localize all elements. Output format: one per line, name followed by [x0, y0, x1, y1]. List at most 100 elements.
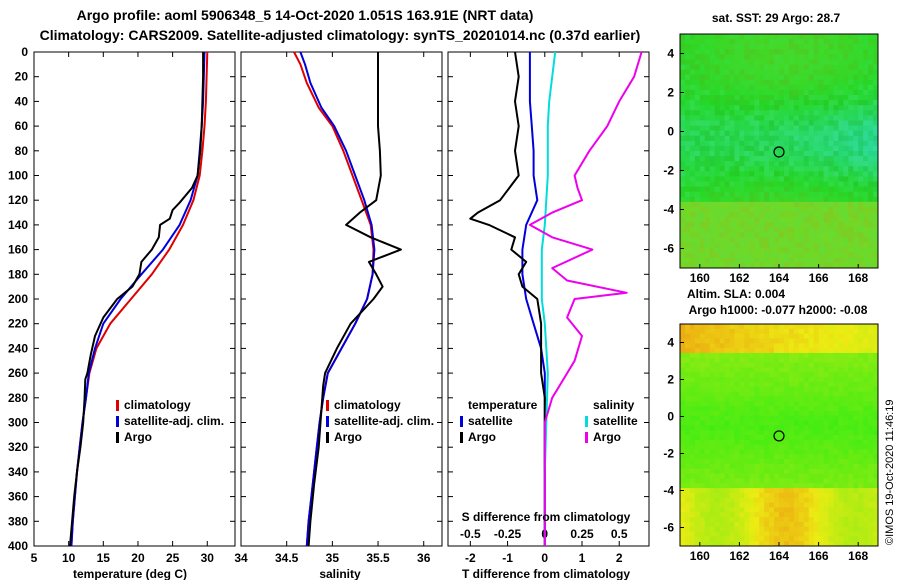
heatmap-cell	[833, 343, 839, 349]
heatmap-cell	[828, 166, 834, 172]
heatmap-cell	[818, 425, 824, 431]
heatmap-cell	[803, 186, 810, 193]
heatmap-cell	[833, 247, 839, 254]
heatmap-cell	[704, 191, 711, 198]
heatmap-cell	[793, 262, 800, 269]
heatmap-cell	[843, 391, 849, 397]
heatmap-cell	[774, 488, 780, 494]
heatmap-cell	[759, 391, 765, 397]
heatmap-cell	[818, 49, 824, 55]
heatmap-cell	[808, 95, 815, 101]
heatmap-cell	[853, 463, 859, 470]
heatmap-cell	[684, 357, 691, 364]
heatmap-cell	[769, 222, 775, 228]
heatmap-cell	[848, 222, 854, 228]
heatmap-cell	[744, 161, 750, 167]
heatmap-cell	[803, 367, 810, 373]
heatmap-cell	[828, 406, 834, 412]
heatmap-cell	[838, 512, 844, 518]
heatmap-cell	[788, 105, 795, 111]
heatmap-cell	[798, 44, 805, 50]
heatmap-cell	[774, 125, 780, 132]
heatmap-cell	[808, 44, 815, 50]
heatmap-cell	[739, 115, 745, 121]
heatmap-cell	[848, 541, 854, 547]
heatmap-cell	[833, 115, 839, 121]
heatmap-cell	[793, 454, 800, 460]
heatmap-cell	[848, 120, 854, 126]
heatmap-cell	[868, 357, 874, 364]
heatmap-cell	[764, 328, 770, 335]
heatmap-cell	[699, 521, 706, 528]
heatmap-cell	[808, 377, 815, 383]
heatmap-cell	[694, 492, 701, 499]
heatmap-cell	[680, 130, 686, 137]
heatmap-cell	[709, 372, 716, 378]
heatmap-cell	[729, 381, 735, 388]
heatmap-cell	[848, 328, 854, 335]
heatmap-cell	[838, 459, 844, 465]
heatmap-cell	[823, 100, 829, 106]
heatmap-cell	[749, 156, 755, 162]
heatmap-cell	[739, 212, 745, 218]
heatmap-cell	[739, 257, 745, 264]
heatmap-cell	[689, 110, 696, 116]
heatmap-cell	[858, 386, 864, 392]
heatmap-cell	[714, 171, 720, 177]
heatmap-cell	[803, 64, 810, 71]
heatmap-cell	[734, 206, 740, 213]
heatmap-cell	[808, 386, 815, 392]
heatmap-cell	[823, 196, 829, 203]
heatmap-cell	[838, 502, 844, 508]
heatmap-cell	[798, 110, 805, 116]
heatmap-cell	[754, 531, 760, 537]
heatmap-cell	[838, 59, 844, 65]
heatmap-cell	[863, 105, 869, 111]
heatmap-cell	[680, 531, 686, 537]
heatmap-cell	[749, 492, 755, 499]
heatmap-cell	[779, 343, 785, 349]
heatmap-cell	[699, 44, 706, 50]
heatmap-cell	[694, 252, 701, 259]
heatmap-cell	[744, 115, 750, 121]
heatmap-cell	[823, 488, 829, 494]
heatmap-cell	[774, 517, 780, 523]
heatmap-cell	[684, 206, 691, 213]
heatmap-cell	[863, 488, 869, 494]
heatmap-cell	[818, 222, 824, 228]
heatmap-cell	[813, 454, 819, 460]
salinity-panel: 34 34.5 35 35.5 36 salinity climatology sate…	[234, 51, 443, 580]
heatmap-cell	[833, 333, 839, 339]
heatmap-cell	[813, 105, 819, 111]
heatmap-cell	[779, 333, 785, 339]
heatmap-cell	[704, 386, 711, 392]
heatmap-cell	[699, 64, 706, 71]
heatmap-cell	[798, 140, 805, 147]
heatmap-cell	[838, 79, 844, 86]
heatmap-cell	[813, 79, 819, 86]
heatmap-cell	[783, 401, 790, 407]
heatmap-cell	[848, 130, 854, 137]
heatmap-cell	[744, 377, 750, 383]
heatmap-cell	[774, 406, 780, 412]
heatmap-cell	[803, 362, 810, 368]
heatmap-cell	[848, 502, 854, 508]
heatmap-cell	[823, 439, 829, 446]
heatmap-cell	[803, 521, 810, 528]
heatmap-cell	[848, 237, 854, 243]
heatmap-cell	[759, 201, 765, 208]
heatmap-cell	[764, 502, 770, 508]
heatmap-cell	[734, 64, 740, 71]
heatmap-cell	[729, 176, 735, 182]
heatmap-cell	[858, 362, 864, 368]
heatmap-cell	[689, 100, 696, 106]
heatmap-cell	[744, 367, 750, 373]
heatmap-cell	[858, 420, 864, 426]
heatmap-cell	[823, 201, 829, 208]
heatmap-cell	[729, 343, 735, 349]
heatmap-cell	[739, 39, 745, 45]
heatmap-cell	[798, 492, 805, 499]
heatmap-cell	[858, 232, 864, 238]
heatmap-cell	[798, 64, 805, 71]
heatmap-cell	[729, 473, 735, 479]
